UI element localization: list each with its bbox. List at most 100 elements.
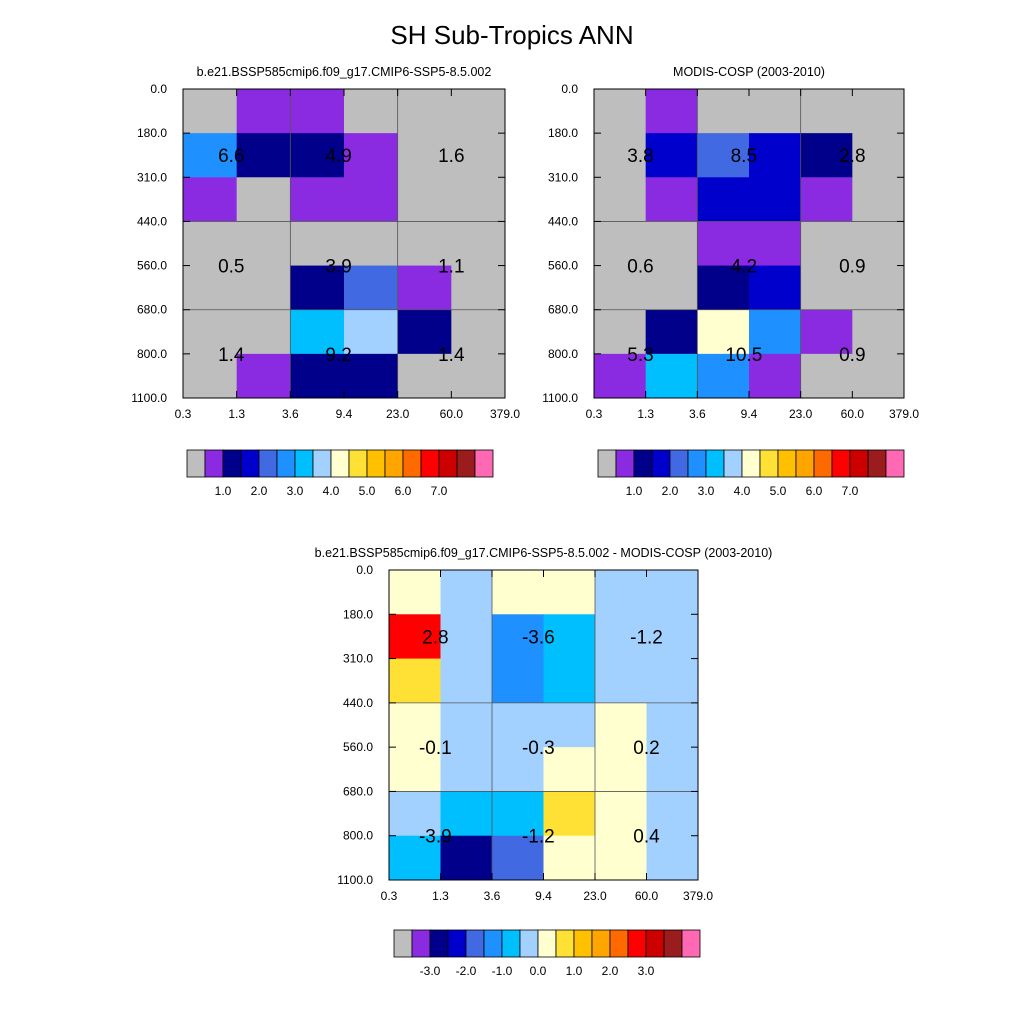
heatmap-cell bbox=[646, 835, 699, 881]
heatmap-cell bbox=[749, 177, 802, 222]
colorbar-label: 3.0 bbox=[698, 484, 715, 498]
colorbar-label: 1.0 bbox=[566, 964, 583, 978]
heatmap-cell bbox=[594, 309, 647, 355]
heatmap-cell bbox=[749, 309, 802, 355]
colorbar-label: 2.0 bbox=[662, 484, 679, 498]
colorbar-label: 5.0 bbox=[770, 484, 787, 498]
colorbar-label: 0.0 bbox=[530, 964, 547, 978]
value-label: 1.1 bbox=[438, 257, 464, 278]
colorbar-label: 7.0 bbox=[842, 484, 859, 498]
panel-observation: MODIS-COSP (2003-2010) 0.3 1.3 3.6 9.4 23.0 60… bbox=[542, 65, 919, 498]
heatmap-cell bbox=[645, 309, 698, 355]
heatmap-cell bbox=[697, 133, 750, 178]
value-label: -1.2 bbox=[630, 627, 663, 648]
heatmap-cell bbox=[852, 133, 905, 178]
colorbar-box bbox=[723, 449, 743, 478]
heatmap-cell bbox=[595, 747, 647, 792]
heatmap-cell bbox=[236, 221, 291, 267]
y-tick-label: 0.0 bbox=[356, 563, 373, 577]
value-label: 0.6 bbox=[627, 257, 653, 278]
heatmap-cell bbox=[852, 265, 905, 311]
colorbar-box bbox=[366, 449, 386, 478]
colorbar-box bbox=[258, 449, 278, 478]
colorbar-label: -3.0 bbox=[420, 964, 441, 978]
heatmap-cell bbox=[492, 791, 544, 837]
heatmap-cell bbox=[451, 133, 506, 178]
value-labels: 6.6 4.9 1.6 0.5 3.9 1.1 1.4 9.2 1.4 bbox=[218, 146, 465, 366]
x-tick-label: 0.3 bbox=[381, 889, 398, 903]
colorbar-box bbox=[312, 449, 332, 478]
heatmap-cell bbox=[800, 221, 853, 267]
heatmap-cell bbox=[646, 702, 699, 748]
heatmap-cell bbox=[397, 133, 452, 178]
colorbar-box bbox=[633, 449, 653, 478]
colorbar: 1.0 2.0 3.0 4.0 5.0 6.0 7.0 bbox=[186, 449, 494, 498]
colorbar-box bbox=[681, 929, 701, 958]
colorbar-box bbox=[705, 449, 725, 478]
heatmap-cell bbox=[697, 265, 750, 311]
heatmap-cell bbox=[595, 835, 647, 881]
heatmap-cell bbox=[543, 614, 596, 660]
heatmap-cell bbox=[183, 133, 238, 178]
value-label: 4.2 bbox=[731, 257, 757, 278]
value-label: 1.4 bbox=[438, 345, 465, 366]
x-tick-label: 0.3 bbox=[175, 407, 192, 421]
panel-title: b.e21.BSSP585cmip6.f09_g17.CMIP6-SSP5-8.… bbox=[315, 546, 773, 560]
heatmap-cell bbox=[645, 89, 698, 134]
heatmap-cell bbox=[800, 177, 853, 222]
colorbar-box bbox=[222, 449, 242, 478]
heatmap-cell bbox=[645, 133, 698, 178]
heatmap-cell bbox=[290, 177, 345, 222]
colorbar-label: 7.0 bbox=[431, 484, 448, 498]
colorbar-box bbox=[867, 449, 887, 478]
heatmap-cell bbox=[697, 177, 750, 222]
colorbar-box bbox=[465, 929, 485, 958]
y-tick-label: 180.0 bbox=[137, 126, 167, 140]
heatmap-cell bbox=[183, 177, 238, 222]
heatmap-cells bbox=[594, 89, 905, 399]
colorbar-box bbox=[393, 929, 413, 958]
colorbar-box bbox=[849, 449, 869, 478]
heatmap-cell bbox=[344, 221, 399, 267]
colorbar-box bbox=[186, 449, 206, 478]
colorbar-box bbox=[795, 449, 815, 478]
heatmap-cell bbox=[344, 353, 399, 399]
heatmap-cell bbox=[594, 177, 647, 222]
y-tick-label: 180.0 bbox=[548, 126, 578, 140]
colorbar: -3.0 -2.0 -1.0 0.0 1.0 2.0 3.0 bbox=[393, 929, 701, 978]
y-tick-label: 680.0 bbox=[343, 784, 373, 798]
value-label: 0.9 bbox=[839, 257, 865, 278]
heatmap-cell bbox=[389, 658, 441, 704]
heatmap-cell bbox=[852, 177, 905, 222]
y-tick-label: 1100.0 bbox=[337, 873, 373, 887]
heatmap-cell bbox=[344, 265, 399, 311]
value-label: 0.4 bbox=[633, 827, 660, 848]
y-tick-label: 440.0 bbox=[548, 214, 578, 228]
colorbar-label: -1.0 bbox=[492, 964, 513, 978]
heatmap-cell bbox=[492, 835, 544, 881]
heatmap-cell bbox=[800, 309, 853, 355]
value-label: -3.9 bbox=[419, 827, 452, 848]
colorbar-box bbox=[573, 929, 593, 958]
colorbar-box bbox=[627, 929, 647, 958]
colorbar-box bbox=[687, 449, 707, 478]
heatmap-cell bbox=[645, 353, 698, 399]
colorbar-box bbox=[669, 449, 689, 478]
axes: 0.3 1.3 3.6 9.4 23.0 60.0 379.0 0.0 180.0 310.0 44… bbox=[131, 82, 520, 421]
heatmap-cells bbox=[389, 570, 699, 881]
value-label: 10.5 bbox=[725, 345, 762, 366]
x-tick-label: 1.3 bbox=[228, 407, 245, 421]
colorbar-box bbox=[438, 449, 458, 478]
colorbar-label: 4.0 bbox=[734, 484, 751, 498]
colorbar-label: 2.0 bbox=[602, 964, 619, 978]
value-label: -3.6 bbox=[522, 627, 555, 648]
heatmap-cell bbox=[594, 353, 647, 399]
colorbar-box bbox=[501, 929, 521, 958]
heatmap-cell bbox=[646, 791, 699, 837]
colorbar-box bbox=[591, 929, 611, 958]
colorbar-box bbox=[483, 929, 503, 958]
heatmap-cells bbox=[183, 89, 506, 399]
value-label: 3.9 bbox=[325, 257, 351, 278]
heatmap-cell bbox=[852, 89, 905, 134]
value-label: -0.1 bbox=[419, 738, 452, 759]
